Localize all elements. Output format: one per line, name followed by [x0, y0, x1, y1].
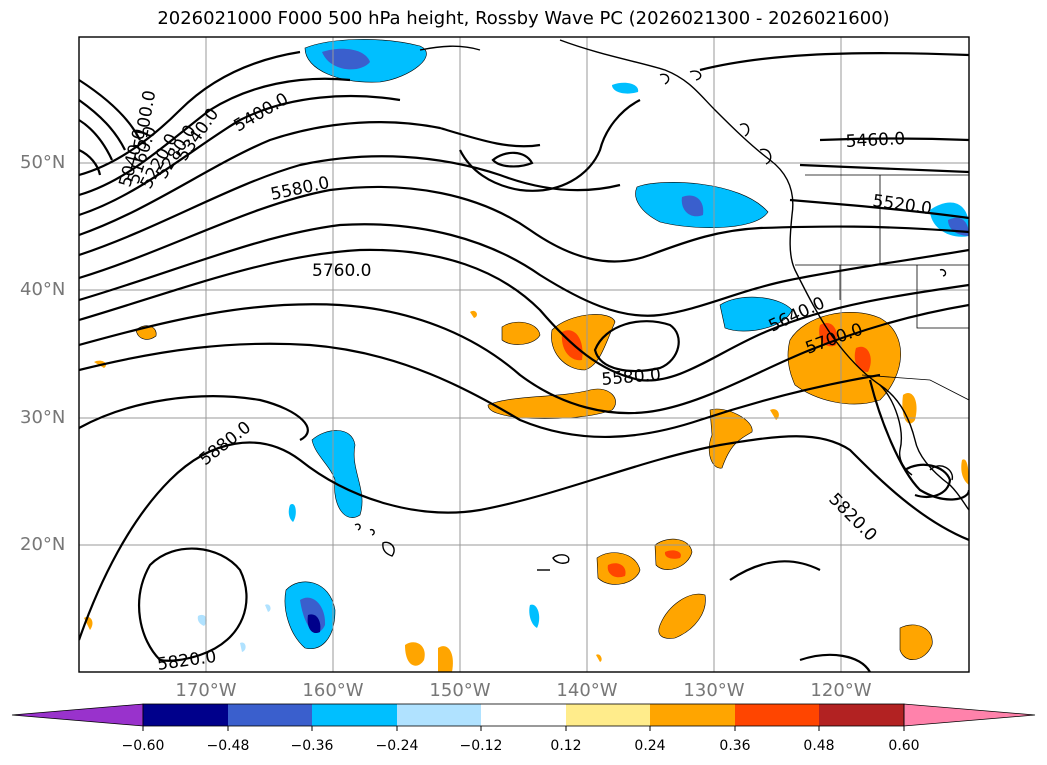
colorbar-swatch — [903, 703, 1036, 727]
colorbar-tick-label: −0.48 — [206, 738, 250, 754]
colorbar-tick-label: 0.24 — [634, 738, 666, 754]
lon-label: 140°W — [556, 680, 618, 701]
graticule — [79, 37, 969, 672]
map-plot-area: 5400.0 5340.0 5280.0 5220.0 5160.0 5100.… — [79, 37, 969, 672]
colorbar-swatch — [11, 703, 144, 727]
lat-label: 40°N — [20, 279, 66, 300]
colorbar-swatch — [735, 704, 819, 726]
colorbar-tick-label: 0.12 — [550, 738, 582, 754]
map-title: 2026021000 F000 500 hPa height, Rossby W… — [157, 8, 890, 29]
lat-label: 30°N — [20, 407, 66, 428]
lat-label: 50°N — [20, 152, 66, 173]
anomaly-shading — [84, 39, 969, 672]
colorbar-swatch — [312, 704, 397, 726]
colorbar-tick-label: −0.36 — [290, 738, 334, 754]
colorbar-swatch — [566, 704, 650, 726]
lon-label: 130°W — [683, 680, 745, 701]
contour-label: 5460.0 — [845, 129, 905, 152]
colorbar-swatch — [650, 704, 735, 726]
lon-label: 160°W — [302, 680, 364, 701]
map-frame — [78, 36, 970, 673]
colorbar-tick-label: −0.24 — [375, 738, 419, 754]
colorbar-tick-label: 0.60 — [888, 738, 920, 754]
lon-label: 170°W — [175, 680, 237, 701]
lon-label: 150°W — [429, 680, 491, 701]
colorbar-tick-label: 0.48 — [803, 738, 835, 754]
height-contours — [79, 50, 969, 672]
colorbar-swatch — [228, 704, 312, 726]
lat-label: 20°N — [20, 534, 66, 555]
colorbar-tick-label: −0.12 — [459, 738, 503, 754]
colorbar-swatch — [397, 704, 481, 726]
contour-label: 5760.0 — [312, 261, 371, 281]
colorbar-swatch — [481, 704, 566, 726]
colorbar-tick-label: −0.60 — [121, 738, 165, 754]
colorbar-tick-label: 0.36 — [719, 738, 751, 754]
lon-label: 120°W — [810, 680, 872, 701]
colorbar-swatch — [143, 704, 228, 726]
colorbar — [11, 703, 1036, 731]
colorbar-swatch — [819, 704, 904, 726]
